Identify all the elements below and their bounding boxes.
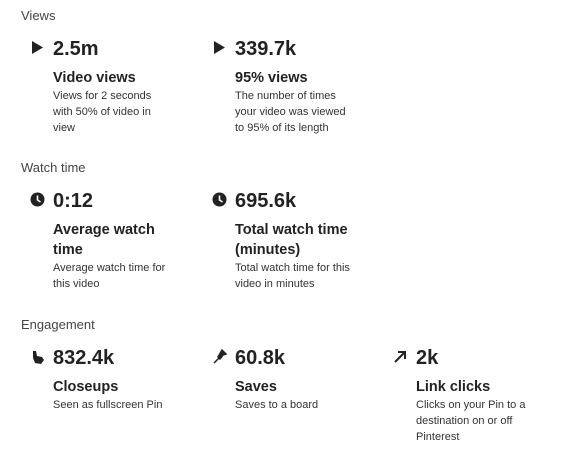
metric-value: 0:12 — [53, 190, 94, 212]
metric-icon — [32, 41, 43, 54]
metric-value: 339.7k — [235, 38, 297, 60]
metric-description: Total watch time for this video in minut… — [235, 262, 350, 290]
metric-text: Average watch time Average watch time for… — [53, 220, 178, 292]
metric-icon — [214, 41, 225, 54]
metric-label: Average watch time — [53, 222, 155, 258]
metric-icon — [394, 351, 406, 363]
metric-value: 695.6k — [235, 190, 297, 212]
metric-label: Total watch time (minutes) — [235, 222, 348, 258]
section-title: Watch time — [21, 160, 86, 175]
metric-text: Total watch time (minutes) Total watch ti… — [235, 220, 360, 292]
metric-description: Clicks on your Pin to a destination on o… — [416, 399, 526, 443]
metric-label: Saves — [235, 379, 277, 395]
metric-text: Link clicks Clicks on your Pin to a desti… — [416, 377, 541, 445]
metric-value: 832.4k — [53, 347, 115, 369]
metric-text: Saves Saves to a board — [235, 377, 360, 413]
metric-label: 95% views — [235, 70, 308, 86]
metric-label: Closeups — [53, 379, 119, 395]
section-title: Views — [21, 8, 56, 23]
metric-description: Average watch time for this video — [53, 262, 166, 290]
metric-text: Video views Views for 2 seconds with 50% … — [53, 68, 178, 136]
metric-description: Saves to a board — [235, 399, 319, 411]
section-title: Engagement — [21, 317, 95, 332]
metric-description: The number of times your video was viewe… — [235, 90, 346, 134]
metric-label: Video views — [53, 70, 136, 86]
metric-icon — [33, 351, 44, 364]
metric-icon — [213, 349, 228, 364]
metric-description: Seen as fullscreen Pin — [53, 399, 163, 411]
metric-text: Closeups Seen as fullscreen Pin — [53, 377, 178, 413]
metric-value: 2k — [416, 347, 439, 369]
metric-value: 60.8k — [235, 347, 286, 369]
metric-text: 95% views The number of times your video … — [235, 68, 360, 136]
metric-icon — [30, 192, 45, 207]
metric-value: 2.5m — [53, 38, 99, 60]
metric-description: Views for 2 seconds with 50% of video in… — [53, 90, 152, 134]
metric-label: Link clicks — [416, 379, 491, 395]
metric-icon — [212, 192, 227, 207]
